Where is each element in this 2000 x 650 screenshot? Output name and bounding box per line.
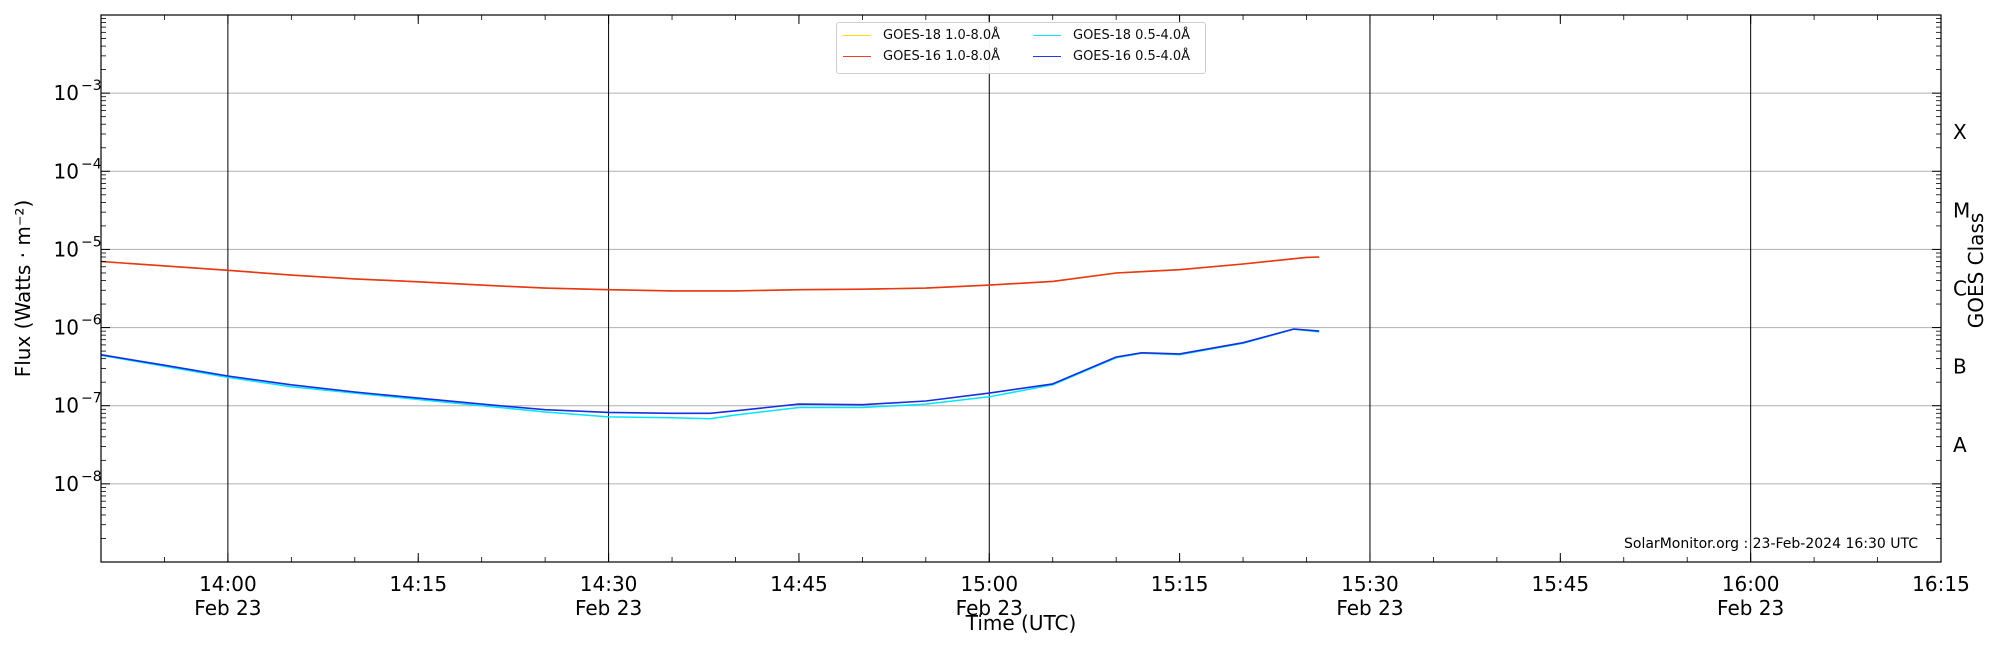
x-tick-label: 16:15 [1912, 572, 1970, 596]
goes-class-axis-label: GOES Class [1964, 213, 1988, 329]
y-tick-label: 10 [54, 472, 79, 496]
x-axis-label: Time (UTC) [965, 611, 1077, 635]
legend-item: GOES-18 0.5-4.0Å [1033, 28, 1190, 43]
x-tick-label: 14:15 [389, 572, 447, 596]
x-tick-label: 14:30 [580, 572, 638, 596]
x-tick-label: 16:00 [1722, 572, 1780, 596]
x-tick-label: 15:30 [1341, 572, 1399, 596]
goes-class-label: B [1953, 355, 1967, 379]
y-tick-exponent: −8 [81, 469, 102, 485]
x-tick-label: 15:15 [1151, 572, 1209, 596]
legend-item: GOES-16 0.5-4.0Å [1033, 49, 1190, 64]
goes-class-label: C [1953, 277, 1967, 301]
legend-swatch [1033, 56, 1061, 57]
y-tick-label: 10 [54, 394, 79, 418]
goes-class-label: A [1953, 433, 1967, 457]
legend-item: GOES-16 1.0-8.0Å [843, 49, 1000, 64]
x-tick-label: 15:00 [960, 572, 1018, 596]
ticks [100, 15, 1942, 562]
y-tick-exponent: −3 [81, 78, 102, 94]
legend-label: GOES-18 1.0-8.0Å [883, 28, 1001, 43]
y-tick-label: 10 [54, 316, 79, 340]
y-tick-label: 10 [54, 81, 79, 105]
chart-legend: GOES-18 1.0-8.0Å GOES-16 1.0-8.0Å GOES-1… [836, 22, 1206, 74]
goes-class-label: X [1953, 120, 1967, 144]
x-tick-label: 14:00 [199, 572, 257, 596]
x-tick-date: Feb 23 [1717, 596, 1784, 620]
legend-item: GOES-18 1.0-8.0Å [843, 28, 1000, 43]
y-tick-exponent: −7 [81, 391, 102, 407]
y-tick-exponent: −5 [81, 234, 102, 250]
x-tick-date: Feb 23 [194, 596, 261, 620]
y-axis-label: Flux (Watts · m⁻²) [11, 200, 35, 378]
legend-swatch [843, 56, 871, 57]
x-tick-date: Feb 23 [956, 596, 1023, 620]
grid-lines [101, 15, 1941, 562]
x-tick-label: 14:45 [770, 572, 828, 596]
y-tick-label: 10 [54, 159, 79, 183]
legend-swatch [843, 35, 871, 36]
goes-class-label: M [1953, 198, 1970, 222]
series-line [100, 256, 1320, 292]
x-tick-date: Feb 23 [1336, 596, 1403, 620]
legend-swatch [1033, 35, 1061, 36]
x-tick-date: Feb 23 [575, 596, 642, 620]
x-tick-label: 15:45 [1531, 572, 1589, 596]
series-line [100, 328, 1320, 415]
y-tick-exponent: −4 [81, 156, 102, 172]
series-layer [100, 256, 1320, 420]
y-tick-exponent: −6 [81, 313, 102, 329]
plot-frame [100, 14, 1942, 563]
legend-label: GOES-16 1.0-8.0Å [883, 49, 1001, 64]
legend-label: GOES-16 0.5-4.0Å [1073, 49, 1191, 64]
legend-label: GOES-18 0.5-4.0Å [1073, 28, 1191, 43]
y-tick-label: 10 [54, 237, 79, 261]
source-credit: SolarMonitor.org : 23-Feb-2024 16:30 UTC [1624, 536, 1918, 552]
